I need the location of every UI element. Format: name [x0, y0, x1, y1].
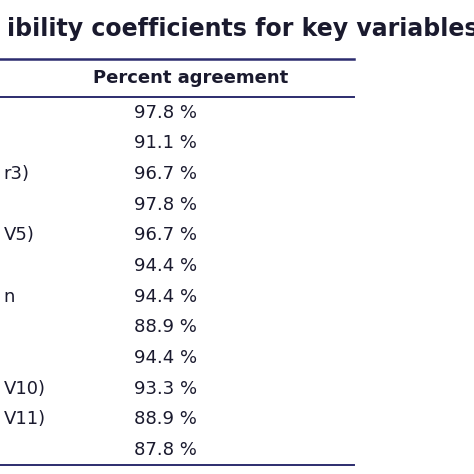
- Text: 88.9 %: 88.9 %: [134, 319, 197, 337]
- Text: 88.9 %: 88.9 %: [134, 410, 197, 428]
- Text: Percent agreement: Percent agreement: [93, 69, 289, 87]
- Text: ibility coefficients for key variables.: ibility coefficients for key variables.: [7, 17, 474, 41]
- Text: 94.4 %: 94.4 %: [134, 257, 198, 275]
- Text: 91.1 %: 91.1 %: [134, 134, 197, 152]
- Text: 96.7 %: 96.7 %: [134, 226, 197, 244]
- Text: 97.8 %: 97.8 %: [134, 196, 197, 214]
- Text: 97.8 %: 97.8 %: [134, 103, 197, 121]
- Text: V11): V11): [3, 410, 46, 428]
- Text: V5): V5): [3, 226, 35, 244]
- Text: 96.7 %: 96.7 %: [134, 165, 197, 183]
- Text: 87.8 %: 87.8 %: [134, 441, 197, 459]
- Text: 94.4 %: 94.4 %: [134, 349, 198, 367]
- Text: 94.4 %: 94.4 %: [134, 288, 198, 306]
- Text: r3): r3): [3, 165, 29, 183]
- Text: n: n: [3, 288, 15, 306]
- Text: 93.3 %: 93.3 %: [134, 380, 198, 398]
- Text: V10): V10): [3, 380, 46, 398]
